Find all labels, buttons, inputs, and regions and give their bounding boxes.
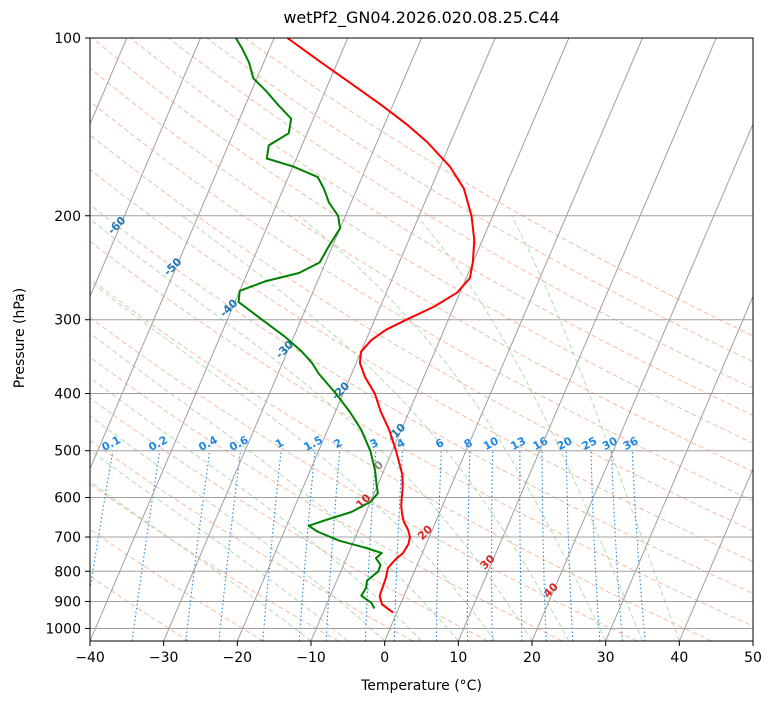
dry-adiabat: [90, 397, 488, 641]
y-tick-label: 600: [54, 490, 81, 506]
moist-adiabat: [90, 480, 312, 641]
isotherm: [457, 38, 717, 641]
dry-adiabat: [90, 204, 753, 594]
dry-adiabat: [90, 439, 414, 641]
temperature-profile: [286, 38, 476, 614]
x-tick-label: 10: [449, 650, 467, 666]
plot-frame: [89, 37, 754, 642]
mixing-ratio-label: 1: [273, 436, 286, 451]
x-tick-label: 40: [670, 650, 688, 666]
y-tick-label: 400: [54, 387, 81, 403]
mixing-ratio-label: 13: [508, 434, 528, 453]
dry-adiabat-label: -40: [217, 296, 240, 319]
y-tick-label: 900: [54, 594, 81, 610]
mixing-ratio-label: 10: [481, 434, 501, 453]
mixing-ratio-line: [185, 450, 211, 641]
y-tick-label: 100: [54, 31, 81, 47]
y-axis-label: Pressure (hPa): [12, 287, 28, 389]
dry-adiabat: [244, 38, 753, 337]
y-tick-label: 300: [54, 313, 81, 329]
moist-adiabat: [90, 280, 496, 641]
x-tick-label: 30: [597, 650, 615, 666]
dry-adiabat-label: -50: [161, 255, 184, 278]
y-tick-label: 200: [54, 209, 81, 225]
mixing-ratio-line: [565, 450, 574, 641]
x-axis-label: Temperature (°C): [361, 678, 482, 694]
x-tick-label: 0: [380, 650, 389, 666]
dry-adiabat: [90, 316, 638, 641]
mixing-ratio-line: [435, 450, 442, 641]
dry-adiabat: [90, 528, 264, 641]
dewpoint-profile: [235, 38, 383, 609]
x-tick-label: 20: [523, 650, 541, 666]
dry-adiabat: [90, 575, 190, 641]
mixing-ratio-label: 36: [621, 434, 641, 453]
dry-adiabat: [90, 134, 753, 532]
moist-adiabat: [298, 215, 607, 641]
x-tick-label: 50: [744, 650, 762, 666]
dry-adiabat: [90, 483, 339, 641]
isotherm: [90, 38, 275, 470]
dry-adiabat: [90, 168, 753, 563]
dry-adiabat-label: -70: [49, 172, 72, 195]
dry-adiabat: [90, 100, 753, 502]
isotherm: [90, 38, 349, 641]
dry-adiabat-label: -10: [385, 421, 408, 444]
mixing-ratio-line: [466, 450, 471, 641]
mixing-ratio-line: [631, 450, 646, 641]
isotherm: [678, 467, 753, 641]
mixing-ratio-label: 30: [600, 434, 620, 453]
isotherm: [605, 295, 753, 641]
isotherm: [163, 38, 422, 641]
moist-adiabat: [90, 332, 459, 641]
isotherm: [531, 122, 753, 641]
dry-adiabat: [91, 38, 753, 444]
dry-adiabat-label: -80: [0, 131, 17, 154]
dry-adiabat-label-warm: 20: [415, 522, 435, 542]
isotherm: [90, 38, 201, 298]
isotherm: [236, 38, 496, 641]
dry-adiabat: [90, 356, 563, 641]
x-tick-label: −10: [296, 650, 326, 666]
y-tick-label: 700: [54, 530, 81, 546]
dry-adiabat: [206, 38, 753, 363]
moist-adiabat: [90, 377, 422, 641]
chart-title: wetPf2_GN04.2026.020.08.25.C44: [283, 8, 560, 27]
mixing-ratio-label: 20: [555, 434, 575, 453]
isotherm: [752, 639, 753, 641]
y-tick-label: 800: [54, 564, 81, 580]
dry-adiabat-label: -30: [273, 338, 296, 361]
dry-adiabat: [90, 240, 753, 627]
dry-adiabat: [90, 278, 712, 641]
mixing-ratio-line: [590, 450, 601, 641]
plot-area: 0.10.20.40.611.52346810131620253036-100-…: [0, 38, 753, 641]
mixing-ratio-line: [298, 450, 316, 641]
moist-adiabat: [90, 218, 533, 641]
x-tick-label: −40: [75, 650, 105, 666]
isotherm: [384, 38, 643, 641]
mixing-ratio-line: [490, 450, 494, 641]
dry-adiabat: [130, 38, 753, 416]
y-tick-label: 1000: [45, 621, 81, 637]
mixing-ratio-line: [90, 450, 114, 593]
moist-adiabat: [90, 449, 349, 641]
mixing-ratio-label: 6: [433, 436, 446, 451]
mixing-ratio-label: 25: [580, 434, 600, 453]
moist-adiabat: [511, 215, 680, 641]
moist-adiabat: [416, 215, 643, 641]
moist-adiabat: [90, 415, 386, 641]
isotherm: [310, 38, 570, 641]
y-tick-label: 500: [54, 444, 81, 460]
dry-adiabat: [168, 38, 753, 389]
mixing-ratio-label: 16: [531, 434, 551, 453]
x-tick-label: −30: [149, 650, 179, 666]
x-tick-label: −20: [223, 650, 253, 666]
